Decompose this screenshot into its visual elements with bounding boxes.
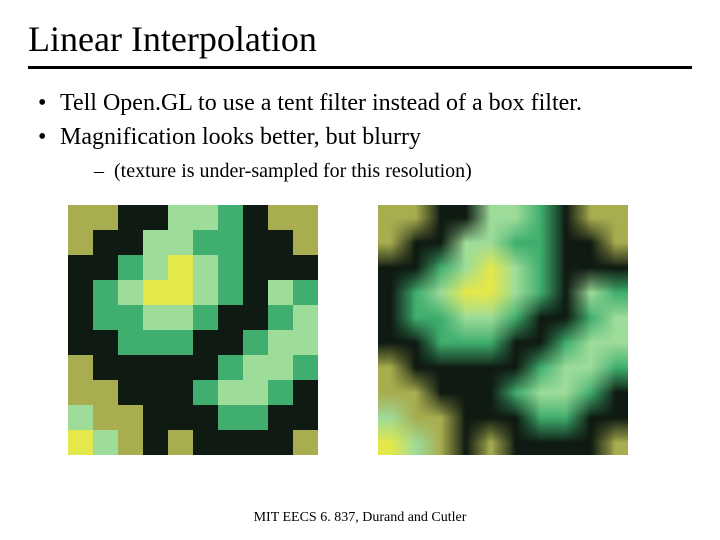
texture-image-linear (378, 205, 628, 455)
bullet-list: Tell Open.GL to use a tent filter instea… (28, 87, 692, 185)
sub-bullet-item: (texture is under-sampled for this resol… (94, 158, 692, 185)
title-underline (28, 66, 692, 69)
slide-footer: MIT EECS 6. 837, Durand and Cutler (0, 510, 720, 526)
sub-bullet-list: (texture is under-sampled for this resol… (60, 158, 692, 185)
texture-image-nearest (68, 205, 318, 455)
bullet-item: Tell Open.GL to use a tent filter instea… (38, 87, 692, 119)
slide-title: Linear Interpolation (28, 18, 692, 60)
image-row (68, 205, 692, 455)
bullet-item: Magnification looks better, but blurry (… (38, 121, 692, 184)
bullet-text: Magnification looks better, but blurry (60, 124, 421, 150)
